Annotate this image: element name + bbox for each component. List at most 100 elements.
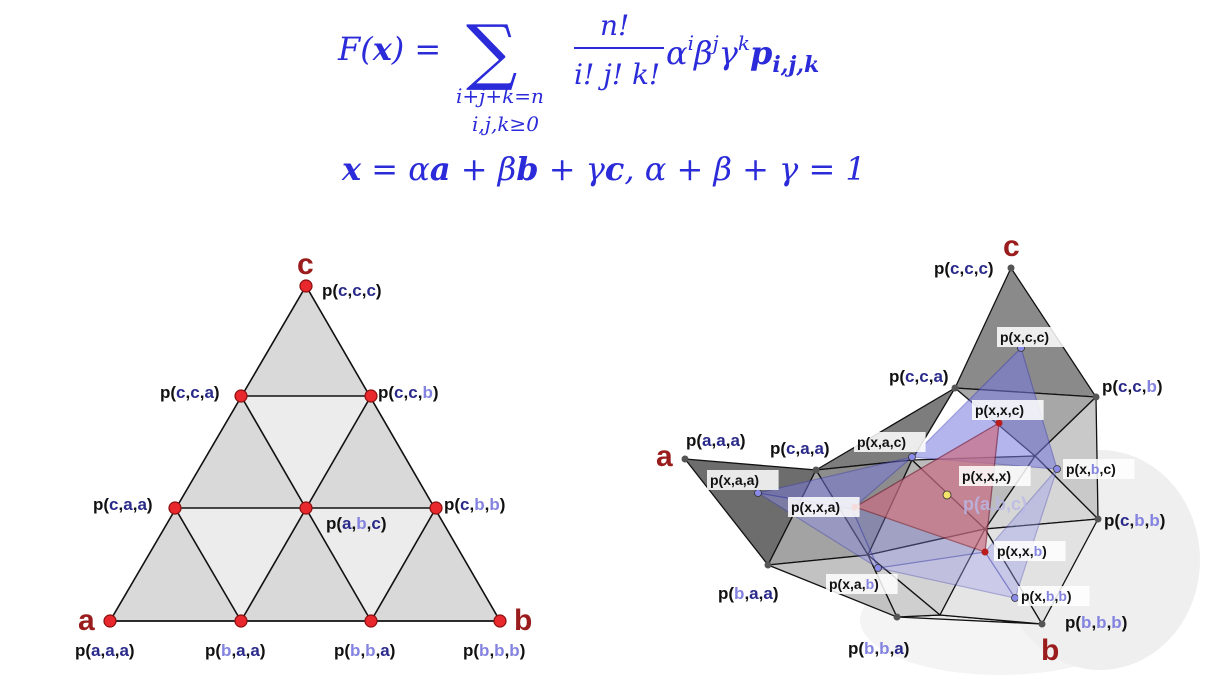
- fraction-denominator: i! j! k!: [574, 58, 660, 91]
- point-label-text: p(x,x,c): [975, 402, 1024, 418]
- point-label: p(b,a,a): [718, 584, 779, 603]
- point-label-text: p(b,b,b): [1065, 613, 1127, 632]
- left-vertex-c: c: [297, 248, 314, 281]
- point-label: p(a,b,c): [326, 514, 387, 533]
- point-label-text: p(x,c,c): [1000, 329, 1049, 345]
- point-label: p(x,a,a): [707, 470, 779, 490]
- point-label: p(c,b,b): [1104, 511, 1165, 530]
- point-label-text: p(x,b,b): [1021, 588, 1072, 604]
- cp-b-b-a: [893, 613, 901, 621]
- point-label: p(c,b,b): [444, 495, 505, 514]
- point-b-b-b: [493, 614, 507, 628]
- point-label: p(c,c,c): [934, 259, 994, 278]
- right-blossom-labels: p(x,c,c) p(x,x,c) p(x,a,c) p(x,b,c) p(x,a,a)…: [707, 327, 1135, 606]
- ghost-label: p(a,b,c): [963, 494, 1027, 514]
- cp-c-c-b: [1092, 393, 1100, 401]
- point-label: p(b,a,a): [205, 641, 266, 660]
- sum-subscript-1: i+j+k=n: [456, 84, 544, 108]
- cp-b-b-b: [1038, 620, 1046, 628]
- point-b-a-a: [234, 614, 248, 628]
- point-label-text: p(c,c,a): [160, 383, 220, 402]
- left-inner-tri: [175, 508, 306, 621]
- point-label: p(c,c,a): [889, 367, 949, 386]
- point-label: p(b,b,a): [848, 639, 909, 658]
- point-label: p(x,b,c): [1063, 459, 1135, 479]
- red-inner-triangle: [853, 421, 1000, 553]
- right-surface-diagram: p(a,b,c) c a b p(c,c,c)p(c,c,a)p(c,c,b)p…: [656, 230, 1200, 675]
- left-vertex-a: a: [78, 604, 95, 637]
- point-label-text: p(c,c,c): [934, 259, 994, 278]
- formula-line-2: x = αa + βb + γc, α + β + γ = 1: [341, 150, 866, 188]
- right-points: [681, 264, 1102, 628]
- point-label-text: p(c,b,b): [1104, 511, 1165, 530]
- point-c-c-a: [234, 389, 248, 403]
- point-label: p(a,a,a): [75, 641, 135, 660]
- point-label: p(x,a,b): [826, 574, 898, 594]
- point-label: p(c,c,c): [322, 281, 382, 300]
- right-vertex-a: a: [656, 440, 673, 473]
- point-label: p(b,b,b): [463, 641, 525, 660]
- formula-lhs: F(x) =: [337, 30, 441, 68]
- point-c-b-b: [429, 501, 443, 515]
- left-point-labels: p(c,c,c) p(c,c,a) p(c,c,b) p(c,a,a) p(a,b,c)…: [75, 281, 525, 660]
- point-c-c-c: [299, 279, 313, 293]
- point-label-text: p(c,a,a): [770, 439, 830, 458]
- point-label: p(x,x,c): [972, 400, 1044, 420]
- point-label-text: p(a,a,a): [686, 431, 746, 450]
- point-a-a-a: [103, 614, 117, 628]
- point-label-text: p(x,a,a): [710, 472, 759, 488]
- point-label: p(x,x,x): [959, 466, 1031, 486]
- point-label: p(x,x,a): [788, 497, 860, 517]
- point-label-text: p(a,b,c): [326, 514, 387, 533]
- right-vertex-b: b: [1041, 634, 1059, 667]
- point-label: p(a,a,a): [686, 431, 746, 450]
- point-label-text: p(x,a,c): [857, 434, 906, 450]
- point-label-text: p(x,x,a): [791, 499, 840, 515]
- point-label-text: p(b,b,b): [463, 641, 525, 660]
- blue-face: [984, 468, 1058, 600]
- bp-x-b-c: [1053, 465, 1061, 473]
- blue-face: [877, 551, 1017, 599]
- point-label: p(x,b,b): [1018, 586, 1090, 606]
- point-a-b-c: [299, 501, 313, 515]
- bp-x-x-c: [995, 419, 1003, 427]
- point-label: p(c,a,a): [93, 495, 153, 514]
- point-label: p(c,c,b): [378, 383, 439, 402]
- point-label-text: p(c,c,b): [1102, 377, 1163, 396]
- point-label-text: p(x,x,x): [962, 468, 1011, 484]
- point-label-text: p(b,b,a): [848, 639, 909, 658]
- right-control-labels: p(c,c,c) p(c,c,a) p(c,c,b) p(a,a,a) p(c,a,a)…: [686, 259, 1165, 658]
- left-inner-tri: [306, 508, 436, 621]
- point-label-text: p(x,b,c): [1066, 461, 1116, 477]
- point-label: p(b,b,a): [334, 641, 395, 660]
- point-label-text: p(b,a,a): [205, 641, 266, 660]
- bp-x-x-x: [942, 490, 952, 500]
- point-label-text: p(a,a,a): [75, 641, 135, 660]
- point-label-text: p(c,b,b): [444, 495, 505, 514]
- point-label-text: p(c,c,b): [378, 383, 439, 402]
- point-label-text: p(b,b,a): [334, 641, 395, 660]
- cp-c-a-a: [812, 466, 820, 474]
- cp-b-a-a: [764, 561, 772, 569]
- point-label-text: p(x,x,b): [997, 543, 1047, 559]
- bp-x-a-b: [874, 564, 882, 572]
- point-b-b-a: [364, 614, 378, 628]
- left-vertex-b: b: [514, 604, 532, 637]
- point-label-text: p(c,c,c): [322, 281, 382, 300]
- cp-c-b-b: [1094, 515, 1102, 523]
- point-label: p(x,c,c): [997, 327, 1069, 347]
- cp-a-a-a: [681, 455, 689, 463]
- point-label: p(c,a,a): [770, 439, 830, 458]
- point-label-text: p(b,a,a): [718, 584, 779, 603]
- point-label-text: p(x,a,b): [829, 576, 879, 592]
- point-label: p(c,c,a): [160, 383, 220, 402]
- sum-subscript-2: i,j,k≥0: [472, 112, 539, 136]
- sum-symbol: ∑: [466, 9, 517, 93]
- left-triangle-diagram: c a b p(c,c,c)p(c,c,a) p(c,c,b)p(c,a,a)p(…: [75, 248, 532, 660]
- bp-x-a-a: [754, 489, 762, 497]
- bp-x-a-c: [908, 453, 916, 461]
- point-label: p(x,x,b): [994, 541, 1066, 561]
- bp-x-b-b: [1011, 594, 1019, 602]
- point-label: p(b,b,b): [1065, 613, 1127, 632]
